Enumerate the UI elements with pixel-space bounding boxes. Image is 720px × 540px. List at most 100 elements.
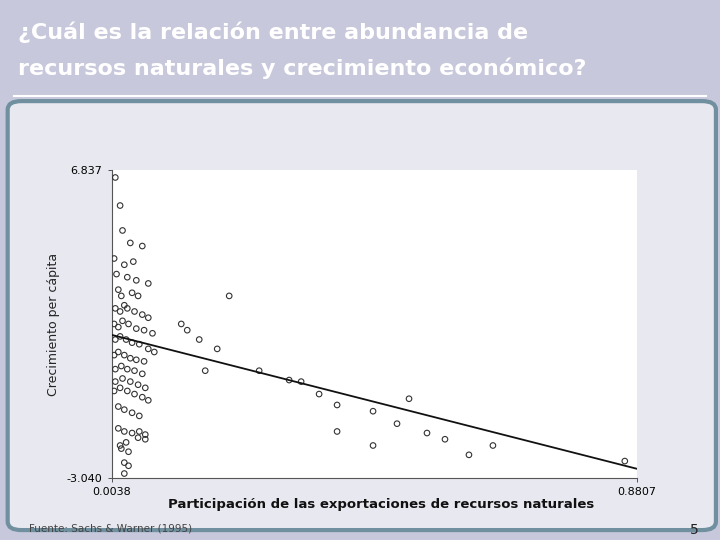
Point bbox=[114, 201, 126, 210]
Point bbox=[112, 285, 124, 294]
Point bbox=[126, 339, 138, 347]
Point bbox=[331, 401, 343, 409]
Point bbox=[117, 316, 128, 325]
Point bbox=[108, 351, 120, 360]
Point bbox=[130, 276, 142, 285]
Point bbox=[114, 332, 126, 341]
Point bbox=[133, 340, 145, 348]
Point bbox=[126, 408, 138, 417]
Point bbox=[126, 429, 138, 437]
Text: Fuente: Sachs & Warner (1995): Fuente: Sachs & Warner (1995) bbox=[29, 523, 192, 533]
Point bbox=[140, 383, 151, 392]
Point bbox=[120, 335, 132, 344]
Point bbox=[109, 304, 121, 313]
Point bbox=[119, 301, 130, 309]
Point bbox=[143, 279, 154, 288]
Point bbox=[463, 450, 474, 459]
Point bbox=[119, 469, 130, 478]
Point bbox=[138, 357, 150, 366]
Point bbox=[132, 434, 144, 442]
Point bbox=[143, 313, 154, 322]
Point bbox=[109, 335, 121, 344]
Point bbox=[108, 254, 120, 263]
FancyBboxPatch shape bbox=[8, 101, 716, 530]
Point bbox=[108, 387, 120, 395]
Point bbox=[119, 351, 130, 360]
Point bbox=[122, 273, 133, 281]
Point bbox=[619, 457, 631, 465]
Point bbox=[140, 430, 151, 439]
Point bbox=[114, 441, 126, 450]
Point bbox=[367, 407, 379, 416]
Point bbox=[112, 348, 124, 356]
Point bbox=[119, 406, 130, 414]
Point bbox=[109, 365, 121, 374]
Point bbox=[137, 369, 148, 378]
Point bbox=[133, 411, 145, 420]
Point bbox=[119, 427, 130, 436]
Point bbox=[176, 320, 187, 328]
Point bbox=[132, 380, 144, 389]
Y-axis label: Crecimiento per cápita: Crecimiento per cápita bbox=[47, 252, 60, 396]
Point bbox=[137, 242, 148, 251]
Point bbox=[421, 429, 433, 437]
Point bbox=[147, 329, 158, 338]
Point bbox=[111, 270, 122, 279]
Point bbox=[130, 355, 142, 364]
Point bbox=[331, 427, 343, 436]
Point bbox=[122, 320, 134, 328]
Point bbox=[313, 390, 325, 399]
Text: ¿Cuál es la relación entre abundancia de: ¿Cuál es la relación entre abundancia de bbox=[18, 22, 528, 44]
Point bbox=[114, 307, 126, 316]
Point bbox=[122, 365, 133, 374]
Point bbox=[117, 374, 128, 383]
Point bbox=[137, 393, 148, 402]
Text: 5: 5 bbox=[690, 523, 698, 537]
Point bbox=[119, 260, 130, 269]
Point bbox=[129, 390, 140, 399]
Point bbox=[148, 348, 160, 356]
Point bbox=[127, 257, 139, 266]
Point bbox=[126, 288, 138, 297]
Point bbox=[122, 304, 133, 313]
Point bbox=[117, 226, 128, 235]
Point bbox=[129, 366, 140, 375]
Text: Participación de las exportaciones de recursos naturales: Participación de las exportaciones de re… bbox=[168, 498, 595, 511]
Point bbox=[132, 292, 144, 300]
Point bbox=[122, 461, 134, 470]
Point bbox=[112, 424, 124, 433]
Point bbox=[403, 394, 415, 403]
Point bbox=[115, 444, 127, 453]
Point bbox=[367, 441, 379, 450]
Point bbox=[120, 438, 132, 447]
Point bbox=[138, 326, 150, 334]
Point bbox=[112, 323, 124, 332]
Point bbox=[284, 376, 295, 384]
Point bbox=[130, 325, 142, 333]
Point bbox=[439, 435, 451, 443]
Text: recursos naturales y crecimiento económico?: recursos naturales y crecimiento económi… bbox=[18, 58, 587, 79]
Point bbox=[487, 441, 499, 450]
Point bbox=[115, 292, 127, 300]
Point bbox=[143, 345, 154, 353]
Point bbox=[114, 383, 126, 392]
Point bbox=[122, 448, 134, 456]
Point bbox=[109, 173, 121, 182]
Point bbox=[109, 377, 121, 386]
Point bbox=[125, 377, 136, 386]
Point bbox=[129, 307, 140, 316]
Point bbox=[143, 396, 154, 404]
Point bbox=[125, 239, 136, 247]
Point bbox=[295, 377, 307, 386]
Point bbox=[108, 320, 120, 328]
Point bbox=[133, 427, 145, 436]
Point bbox=[212, 345, 223, 353]
Point bbox=[391, 420, 402, 428]
Point bbox=[194, 335, 205, 344]
Point bbox=[181, 326, 193, 334]
Point bbox=[119, 458, 130, 467]
Point bbox=[115, 362, 127, 370]
Point bbox=[253, 366, 265, 375]
Point bbox=[125, 354, 136, 362]
Point bbox=[122, 387, 133, 395]
